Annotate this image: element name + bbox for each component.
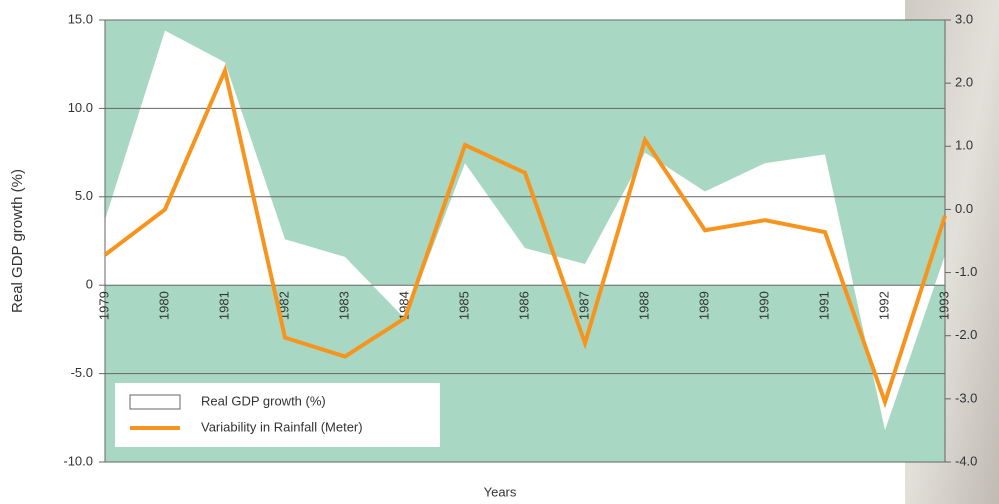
x-tick-label: 1983	[336, 291, 351, 320]
y2-tick-label: -3.0	[955, 390, 977, 405]
x-tick-label: 1979	[96, 291, 111, 320]
y-tick-label: -5.0	[71, 365, 93, 380]
x-tick-label: 1990	[756, 291, 771, 320]
y-tick-label: -10.0	[63, 453, 93, 468]
x-tick-label: 1981	[216, 291, 231, 320]
x-tick-label: 1991	[816, 291, 831, 320]
y-tick-label: 5.0	[75, 188, 93, 203]
plot-area: -10.0 -5.0 0 5.0 10.0 15.0 -4.0 -3.0 -2.0 -1.0 0.0…	[63, 11, 977, 468]
y-tick-label: 10.0	[68, 100, 93, 115]
y2-tick-label: 0.0	[955, 201, 973, 216]
y-tick-label: 15.0	[68, 11, 93, 26]
x-tick-label: 1987	[576, 291, 591, 320]
x-tick-label: 1980	[156, 291, 171, 320]
area	[105, 30, 945, 431]
legend-box	[115, 383, 440, 447]
y2-tick-label: -4.0	[955, 453, 977, 468]
line	[103, 64, 947, 409]
y2-tick-label: 2.0	[955, 75, 973, 90]
y-tick-label: 0	[86, 277, 93, 292]
y2-tick-label: 1.0	[955, 138, 973, 153]
legend-swatch	[129, 394, 181, 410]
y2-tick-label: -1.0	[955, 264, 977, 279]
legend-label: Real GDP growth (%)	[201, 393, 326, 408]
x-tick-label: 1992	[876, 291, 891, 320]
x-tick-label: 1988	[636, 291, 651, 320]
y2-tick-label: 3.0	[955, 11, 973, 26]
legend-label: Variability in Rainfall (Meter)	[201, 419, 363, 434]
x-tick-label: 1989	[696, 291, 711, 320]
x-tick-label: 1986	[516, 291, 531, 320]
y2-tick-label: -2.0	[955, 327, 977, 342]
x-tick-label: 1985	[456, 291, 471, 320]
x-tick-label: 1993	[936, 291, 951, 320]
x-axis-label: Years	[484, 484, 517, 499]
y-axis-label: Real GDP growth (%)	[9, 169, 26, 313]
